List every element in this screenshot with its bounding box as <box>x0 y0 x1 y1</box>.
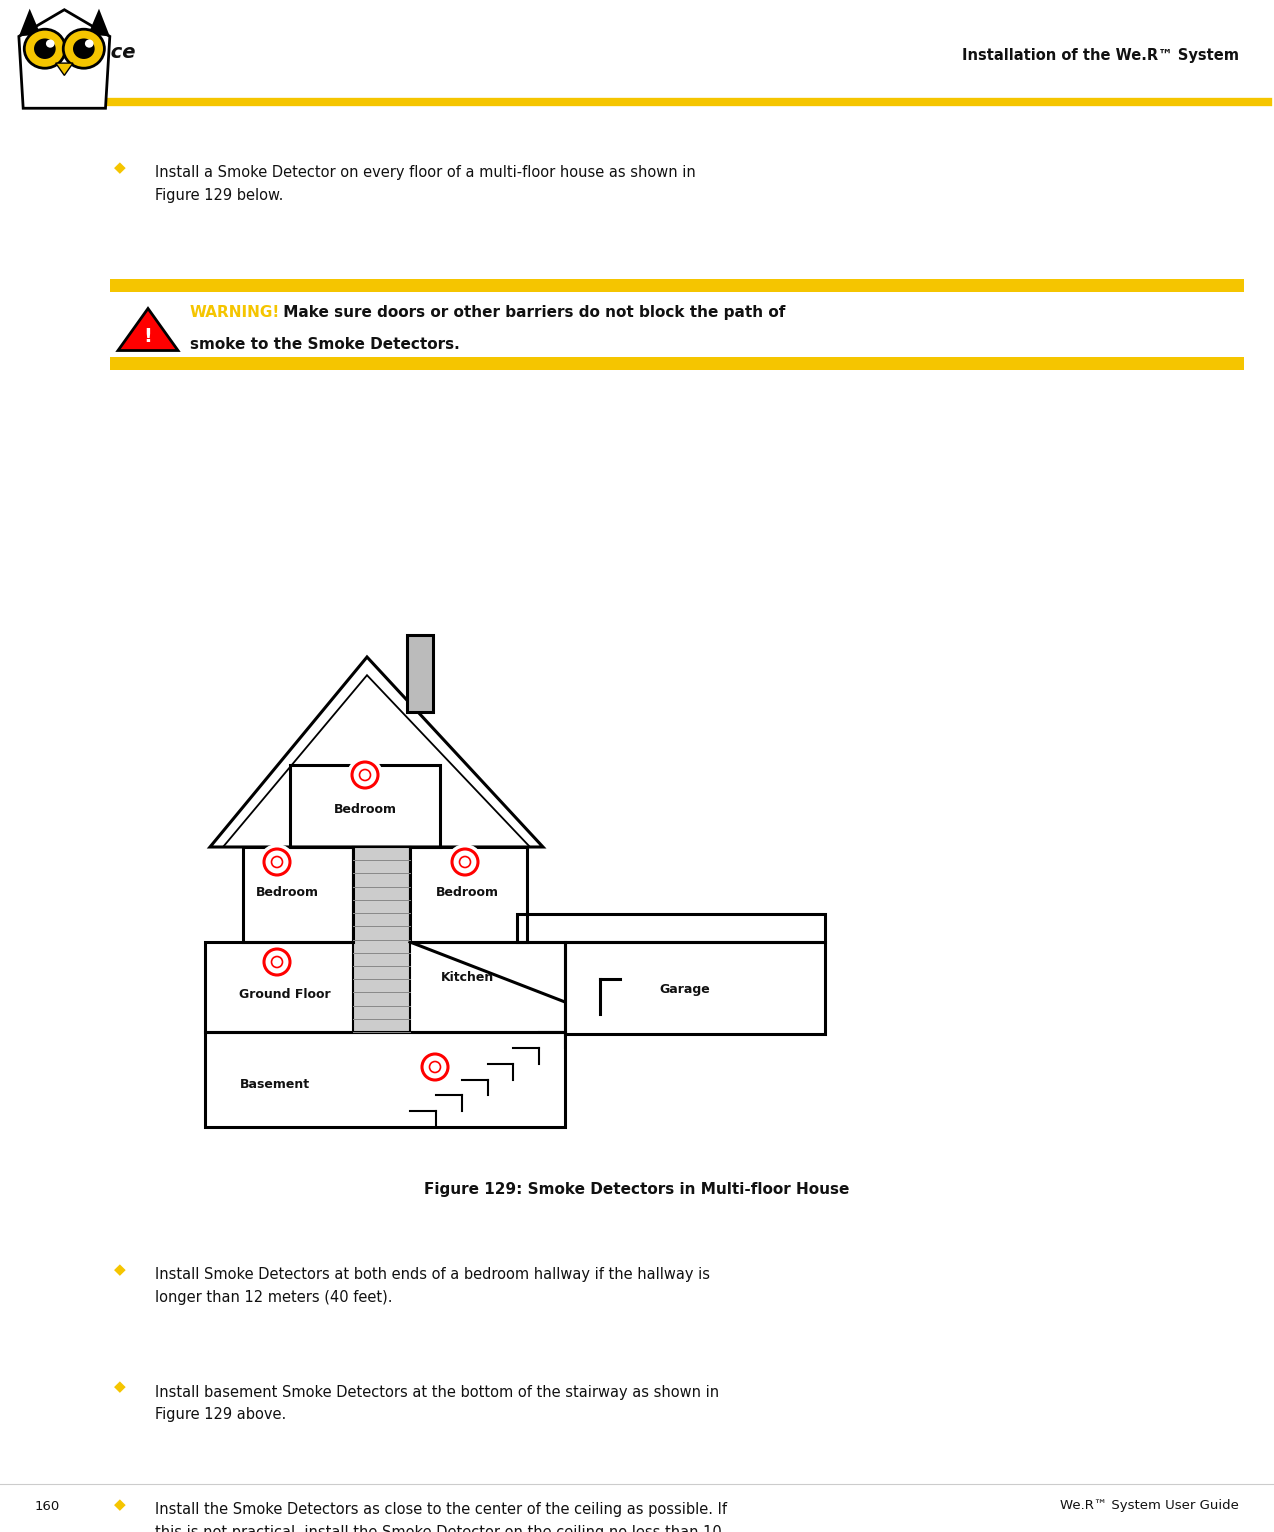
Bar <box>205 942 564 1033</box>
Text: ◆: ◆ <box>115 1262 126 1278</box>
Text: !: ! <box>144 326 153 346</box>
Bar <box>353 847 410 1033</box>
Circle shape <box>73 38 94 58</box>
Text: ◆: ◆ <box>115 1380 126 1394</box>
Bar <box>205 1033 564 1128</box>
Text: ◆: ◆ <box>115 159 126 175</box>
Text: Install basement Smoke Detectors at the bottom of the stairway as shown in
Figur: Install basement Smoke Detectors at the … <box>155 1385 719 1422</box>
Circle shape <box>24 29 65 69</box>
Circle shape <box>64 29 104 69</box>
Text: Bedroom: Bedroom <box>256 885 318 898</box>
Polygon shape <box>19 9 41 37</box>
Text: 160: 160 <box>34 1500 60 1512</box>
Text: Bedroom: Bedroom <box>436 885 498 898</box>
Text: Figure 129: Smoke Detectors in Multi-floor House: Figure 129: Smoke Detectors in Multi-flo… <box>424 1183 850 1196</box>
Polygon shape <box>19 9 110 109</box>
Circle shape <box>347 757 383 794</box>
Bar <box>110 357 1243 371</box>
Circle shape <box>34 38 56 58</box>
Text: Bedroom: Bedroom <box>334 803 396 815</box>
Text: Install Smoke Detectors at both ends of a bedroom hallway if the hallway is
long: Install Smoke Detectors at both ends of … <box>155 1267 710 1305</box>
Circle shape <box>447 844 483 879</box>
Text: WARNING!: WARNING! <box>190 305 280 320</box>
Circle shape <box>85 40 93 47</box>
Text: Installation of the We.R™ System: Installation of the We.R™ System <box>962 47 1240 63</box>
Polygon shape <box>88 9 110 37</box>
Bar <box>406 634 433 712</box>
Text: Kitchen: Kitchen <box>441 970 493 984</box>
Circle shape <box>259 844 296 879</box>
Text: Make sure doors or other barriers do not block the path of: Make sure doors or other barriers do not… <box>278 305 785 320</box>
Text: Basement: Basement <box>240 1079 310 1091</box>
Circle shape <box>46 40 55 47</box>
Text: Garage: Garage <box>660 984 711 996</box>
Text: We.R™ System User Guide: We.R™ System User Guide <box>1060 1500 1240 1512</box>
Text: Install a Smoke Detector on every floor of a multi-floor house as shown in
Figur: Install a Smoke Detector on every floor … <box>155 165 696 204</box>
Polygon shape <box>118 308 178 351</box>
Circle shape <box>259 944 296 980</box>
Text: Ground Floor: Ground Floor <box>240 988 331 1000</box>
Text: Install the Smoke Detectors as close to the center of the ceiling as possible. I: Install the Smoke Detectors as close to … <box>155 1503 727 1532</box>
Polygon shape <box>56 63 73 75</box>
Bar <box>243 847 527 942</box>
Text: ◆: ◆ <box>115 1497 126 1512</box>
Circle shape <box>417 1049 454 1085</box>
Bar <box>290 764 440 847</box>
Text: GROUP: GROUP <box>48 77 89 87</box>
Bar <box>517 915 826 942</box>
Text: smoke to the Smoke Detectors.: smoke to the Smoke Detectors. <box>190 337 460 352</box>
Bar <box>564 942 826 1034</box>
Bar <box>110 279 1243 293</box>
Text: Essence: Essence <box>48 43 136 61</box>
